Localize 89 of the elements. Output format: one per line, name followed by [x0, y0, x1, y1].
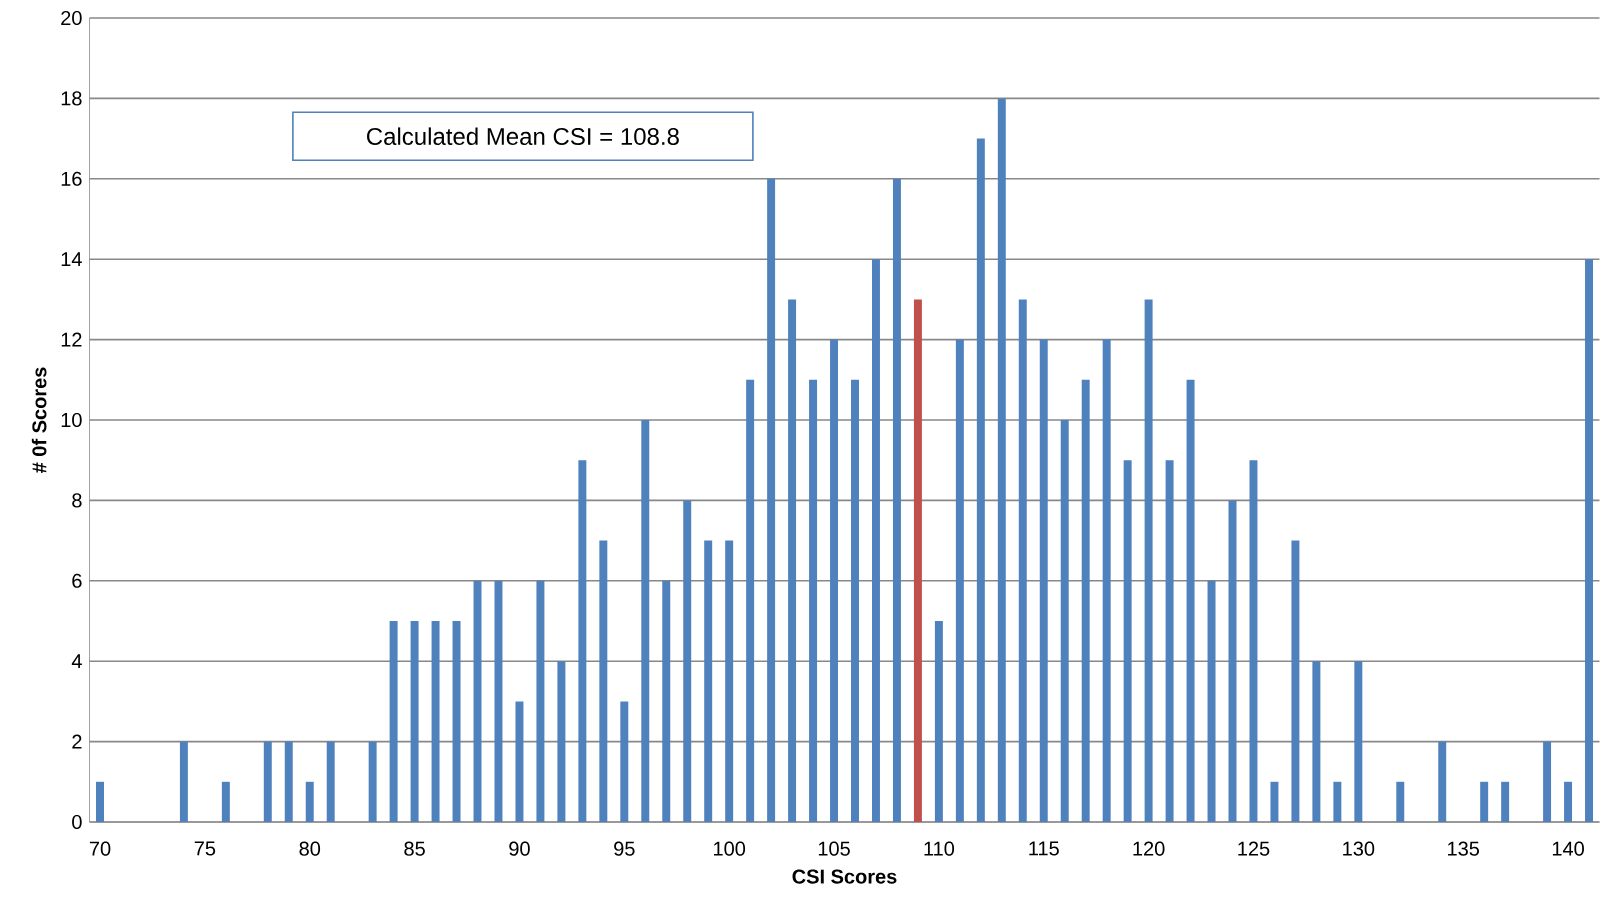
y-tick-label: 2 [72, 734, 82, 749]
bar [704, 540, 713, 822]
bar [1249, 460, 1258, 822]
y-tick-label: 18 [61, 91, 82, 106]
bar [1207, 580, 1216, 822]
bar [1333, 781, 1342, 822]
bar [1396, 781, 1405, 822]
x-axis-title: CSI Scores [792, 869, 897, 884]
bar [515, 701, 524, 822]
bar [557, 661, 566, 822]
x-tick-label: 105 [818, 841, 850, 856]
bar [96, 781, 104, 822]
bar [1060, 420, 1069, 822]
bar [913, 299, 922, 822]
y-tick-label: 12 [61, 332, 82, 347]
bar [1438, 741, 1447, 822]
bar [830, 339, 839, 822]
bar [1270, 781, 1279, 822]
bar [955, 339, 964, 822]
bar [767, 178, 776, 822]
x-tick-label: 120 [1133, 841, 1165, 856]
bar [1480, 781, 1489, 822]
bar [536, 580, 545, 822]
bar [809, 379, 818, 822]
x-tick-label: 90 [509, 841, 530, 856]
x-tick-label: 75 [194, 841, 216, 856]
bar [976, 138, 985, 822]
bar [997, 98, 1006, 822]
y-tick-label: 20 [61, 10, 82, 26]
bar [1186, 379, 1195, 822]
bar [1165, 460, 1174, 822]
bar [1585, 259, 1594, 822]
bar [305, 781, 314, 822]
bar [746, 379, 755, 822]
bar [871, 259, 880, 822]
bar [1312, 661, 1321, 822]
x-tick-label: 110 [924, 841, 955, 856]
bar [683, 500, 692, 822]
bar [725, 540, 734, 822]
y-tick-label: 16 [61, 171, 82, 186]
bar [410, 621, 419, 822]
bar [1354, 661, 1363, 822]
y-tick-label: 14 [61, 252, 82, 267]
x-tick-label: 70 [89, 841, 111, 856]
bar [389, 621, 398, 822]
annotation: Calculated Mean CSI = 108.8 [367, 127, 679, 145]
y-tick-label: 0 [72, 814, 82, 830]
bar [599, 540, 608, 822]
x-tick-label: 130 [1343, 841, 1375, 856]
bar [494, 580, 503, 822]
bar [431, 621, 440, 822]
x-tick-label: 95 [614, 841, 635, 856]
bar [368, 741, 377, 822]
y-tick-label: 8 [72, 493, 82, 508]
bar [1564, 781, 1573, 822]
bar [326, 741, 335, 822]
bar [662, 580, 671, 822]
bar [221, 781, 230, 822]
bar [934, 621, 943, 822]
y-tick-label: 6 [72, 573, 82, 588]
bar [620, 701, 629, 822]
x-tick-label: 125 [1238, 841, 1270, 856]
x-tick-label: 80 [299, 841, 321, 856]
bar [1081, 379, 1090, 822]
bar [1123, 460, 1132, 822]
bar [892, 178, 901, 822]
bar [1018, 299, 1027, 822]
bar [1291, 540, 1300, 822]
x-tick-label: 135 [1448, 841, 1480, 856]
bar [1501, 781, 1510, 822]
x-tick-label: 100 [714, 841, 746, 856]
bar [1543, 741, 1552, 822]
bar [179, 741, 188, 822]
y-tick-label: 4 [71, 654, 82, 669]
bar [1102, 339, 1111, 822]
bar [284, 741, 293, 822]
bar [263, 741, 272, 822]
bar [851, 379, 859, 822]
y-axis-title: # 0f Scores [31, 367, 47, 474]
bar [788, 299, 797, 822]
y-tick-label: 10 [61, 412, 82, 428]
x-tick-label: 85 [404, 841, 425, 856]
bar [641, 420, 650, 822]
bar [1039, 339, 1048, 822]
bar [1144, 299, 1153, 822]
bar [452, 621, 461, 822]
x-tick-label: 115 [1029, 841, 1059, 856]
x-tick-label: 140 [1552, 841, 1584, 856]
bar [578, 460, 587, 822]
